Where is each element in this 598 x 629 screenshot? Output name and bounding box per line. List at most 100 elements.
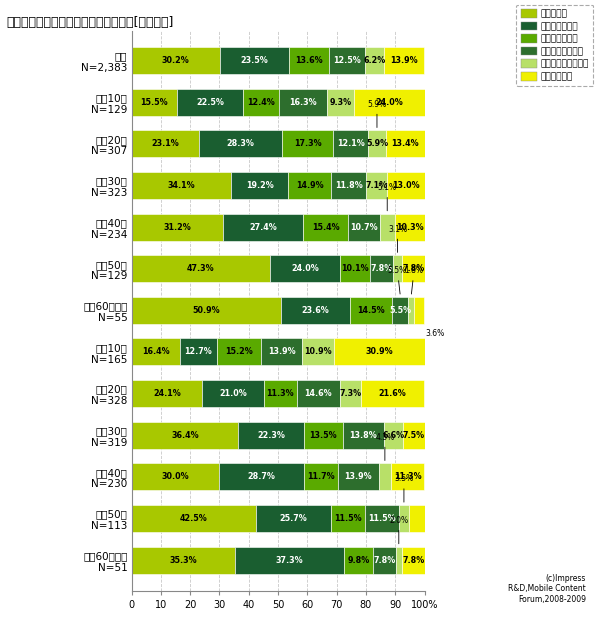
Bar xyxy=(331,172,366,199)
Bar xyxy=(383,47,425,74)
Text: コンテンツやウェブサイトの利用頻度[性年代別]: コンテンツやウェブサイトの利用頻度[性年代別] xyxy=(6,16,173,29)
Bar xyxy=(235,547,344,574)
Text: 11.5%: 11.5% xyxy=(368,514,396,523)
Text: 23.5%: 23.5% xyxy=(240,56,269,65)
Text: 6.6%: 6.6% xyxy=(382,431,404,440)
Text: 19.2%: 19.2% xyxy=(246,181,273,190)
Bar xyxy=(354,89,425,116)
Text: 5.5%: 5.5% xyxy=(389,306,411,314)
Text: 14.5%: 14.5% xyxy=(357,306,385,314)
Bar xyxy=(304,464,338,491)
Text: 7.8%: 7.8% xyxy=(402,264,425,273)
Text: 14.6%: 14.6% xyxy=(304,389,332,398)
Text: 21.0%: 21.0% xyxy=(219,389,247,398)
Bar xyxy=(132,47,220,74)
Text: 11.3%: 11.3% xyxy=(267,389,294,398)
Text: 30.0%: 30.0% xyxy=(161,472,190,481)
Bar xyxy=(391,464,425,491)
Text: 5.1%: 5.1% xyxy=(378,183,397,211)
Bar xyxy=(395,213,425,241)
Bar xyxy=(132,89,177,116)
Text: 1.8%: 1.8% xyxy=(404,266,423,294)
Bar xyxy=(199,130,282,157)
Bar xyxy=(399,505,409,532)
Text: 13.6%: 13.6% xyxy=(295,56,323,65)
Text: 13.9%: 13.9% xyxy=(344,472,372,481)
Text: 23.6%: 23.6% xyxy=(301,306,329,314)
Bar xyxy=(344,547,373,574)
Bar xyxy=(338,464,379,491)
Text: 6.2%: 6.2% xyxy=(364,56,386,65)
Bar xyxy=(414,297,425,324)
Text: 12.5%: 12.5% xyxy=(333,56,361,65)
Bar xyxy=(327,89,354,116)
Text: 12.1%: 12.1% xyxy=(337,140,364,148)
Text: 22.3%: 22.3% xyxy=(257,431,285,440)
Bar xyxy=(402,547,425,574)
Bar xyxy=(238,421,304,448)
Bar xyxy=(132,505,256,532)
Bar xyxy=(261,338,302,365)
Text: 23.1%: 23.1% xyxy=(151,140,179,148)
Text: 13.0%: 13.0% xyxy=(392,181,420,190)
Text: 34.1%: 34.1% xyxy=(167,181,196,190)
Bar xyxy=(177,89,243,116)
Text: 11.3%: 11.3% xyxy=(394,472,422,481)
Bar xyxy=(329,47,365,74)
Bar xyxy=(132,255,270,282)
Text: 50.9%: 50.9% xyxy=(193,306,220,314)
Text: 3.5%: 3.5% xyxy=(394,474,414,502)
Bar xyxy=(370,255,393,282)
Bar xyxy=(231,172,288,199)
Text: 47.3%: 47.3% xyxy=(187,264,215,273)
Text: 12.4%: 12.4% xyxy=(247,97,275,107)
Text: 3.6%: 3.6% xyxy=(426,329,445,338)
Bar xyxy=(334,338,425,365)
Bar xyxy=(132,172,231,199)
Bar xyxy=(217,338,261,365)
Text: (c)Impress
R&D,Mobile Content
Forum,2008-2009: (c)Impress R&D,Mobile Content Forum,2008… xyxy=(508,574,586,604)
Text: 14.9%: 14.9% xyxy=(296,181,324,190)
Bar xyxy=(304,421,343,448)
Text: 31.2%: 31.2% xyxy=(163,223,191,231)
Text: 2.0%: 2.0% xyxy=(389,516,408,543)
Bar xyxy=(392,297,408,324)
Text: 7.8%: 7.8% xyxy=(402,555,424,565)
Text: 27.4%: 27.4% xyxy=(249,223,277,231)
Text: 7.1%: 7.1% xyxy=(365,181,388,190)
Text: 4.3%: 4.3% xyxy=(376,433,395,460)
Text: 21.6%: 21.6% xyxy=(379,389,407,398)
Bar xyxy=(264,380,297,407)
Text: 11.5%: 11.5% xyxy=(334,514,362,523)
Bar xyxy=(361,380,425,407)
Bar xyxy=(223,213,303,241)
Bar xyxy=(179,338,217,365)
Bar xyxy=(403,421,425,448)
Text: 13.5%: 13.5% xyxy=(310,431,337,440)
Bar xyxy=(409,505,425,532)
Bar xyxy=(280,297,350,324)
Bar xyxy=(379,464,391,491)
Bar xyxy=(279,89,327,116)
Bar xyxy=(132,380,202,407)
Text: 7.3%: 7.3% xyxy=(339,389,361,398)
Bar xyxy=(331,505,365,532)
Text: 5.9%: 5.9% xyxy=(366,140,388,148)
Bar xyxy=(132,338,179,365)
Text: 11.8%: 11.8% xyxy=(335,181,362,190)
Bar xyxy=(132,547,235,574)
Bar xyxy=(270,255,340,282)
Text: 7.8%: 7.8% xyxy=(373,555,395,565)
Text: 5.9%: 5.9% xyxy=(367,99,386,128)
Bar xyxy=(408,297,414,324)
Bar xyxy=(343,421,383,448)
Bar xyxy=(350,297,392,324)
Text: 42.5%: 42.5% xyxy=(180,514,208,523)
Text: 10.3%: 10.3% xyxy=(396,223,423,231)
Text: 12.7%: 12.7% xyxy=(184,347,212,357)
Text: 11.7%: 11.7% xyxy=(307,472,334,481)
Text: 37.3%: 37.3% xyxy=(276,555,303,565)
Bar xyxy=(368,130,386,157)
Bar xyxy=(289,47,329,74)
Bar xyxy=(132,213,223,241)
